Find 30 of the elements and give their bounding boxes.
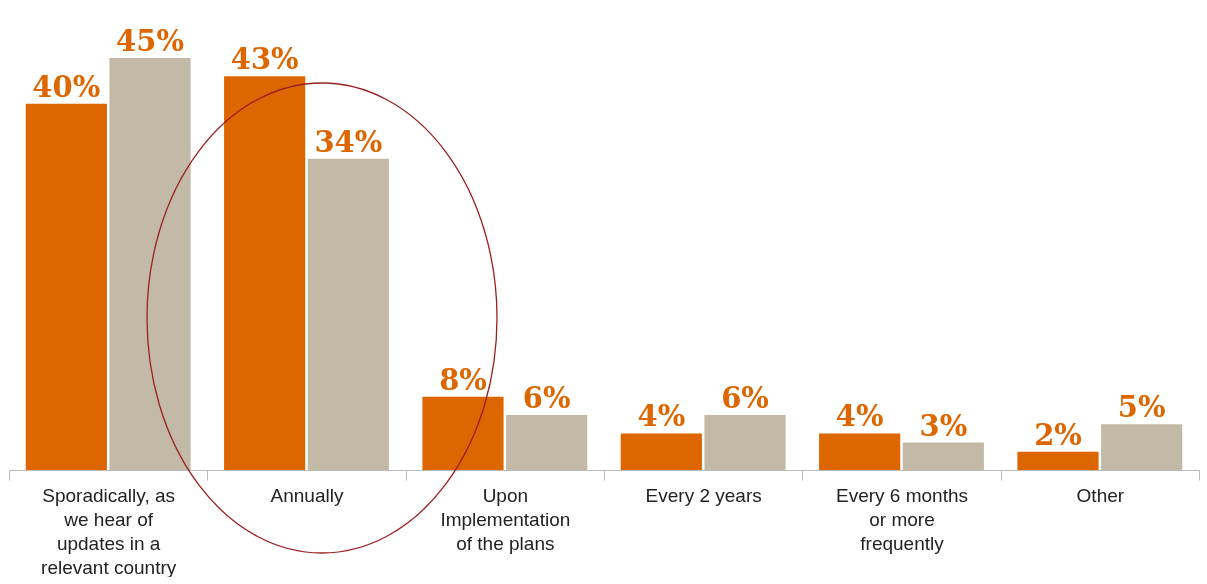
bar (704, 415, 786, 470)
x-tick-label: Other (1076, 484, 1125, 506)
data-label: 2% (1034, 417, 1082, 452)
bar (620, 433, 702, 470)
x-tick-label: Annually (270, 484, 344, 506)
bar (1101, 424, 1183, 470)
bar (422, 396, 504, 470)
bar (1017, 451, 1099, 470)
x-tick-label: Every 6 months or more frequently (836, 484, 968, 554)
data-label: 6% (522, 381, 571, 416)
data-label: 6% (721, 381, 769, 416)
data-label: 43% (230, 42, 299, 77)
bar (109, 58, 191, 470)
data-label: 8% (439, 362, 487, 397)
x-tick-label: Upon Implementation of the plans (440, 484, 571, 554)
data-label: 4% (835, 399, 884, 434)
data-label: 4% (637, 399, 686, 434)
data-label: 34% (314, 124, 383, 159)
data-label: 45% (116, 24, 184, 58)
bar (25, 103, 107, 470)
data-label: 3% (919, 408, 968, 443)
bar (307, 158, 389, 470)
bar (902, 442, 984, 470)
x-tick-label: Sporadically, as we hear of updates in a relevant country (41, 484, 177, 578)
x-tick-label: Every 2 years (645, 484, 762, 506)
data-label: 5% (1117, 390, 1166, 425)
bar (506, 415, 588, 470)
data-label: 40% (32, 69, 101, 104)
bar (819, 433, 901, 470)
bar (224, 76, 306, 470)
